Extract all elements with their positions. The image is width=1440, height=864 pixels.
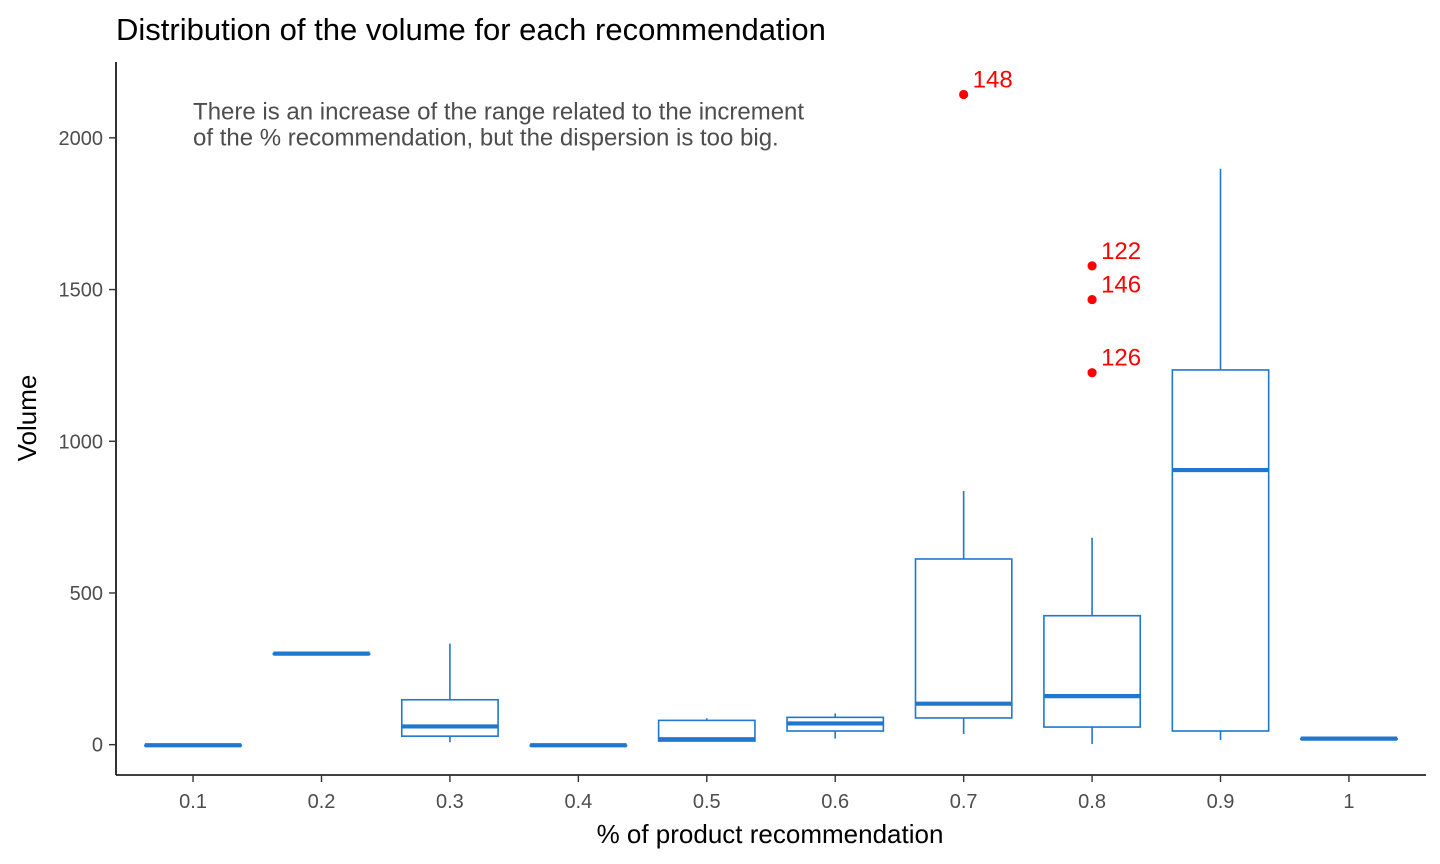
x-axis-ticks: 0.1 0.2 0.3 0.4 0.5 0.6 0.7 0.8 0.9 1	[179, 775, 1355, 813]
y-tick-label: 500	[70, 583, 103, 605]
chart-title: Distribution of the volume for each reco…	[116, 12, 826, 47]
box-0.2	[272, 651, 371, 656]
outlier-label: 146	[1101, 272, 1141, 299]
x-tick-label: 1	[1343, 791, 1354, 813]
outlier-point	[1087, 294, 1097, 305]
annotation-line: There is an increase of the range relate…	[193, 99, 804, 126]
outlier-label: 122	[1101, 238, 1141, 265]
outlier-label: 126	[1101, 345, 1141, 372]
box-iqr	[1171, 369, 1270, 732]
box-0.3	[400, 643, 499, 743]
y-tick-label: 0	[92, 735, 103, 757]
y-axis-title: Volume	[12, 375, 42, 462]
x-tick-label: 0.9	[1207, 791, 1235, 813]
x-tick-label: 0.4	[564, 791, 592, 813]
box-0.1	[144, 743, 243, 748]
outlier-label: 148	[973, 66, 1013, 93]
y-axis-ticks: 0 500 1000 1500 2000	[59, 128, 116, 757]
x-tick-label: 0.1	[179, 791, 207, 813]
box-0.4	[529, 743, 628, 748]
box-0.6	[786, 713, 885, 739]
box-iqr	[914, 558, 1013, 719]
box-1	[1299, 736, 1398, 741]
outlier-point	[1087, 368, 1097, 378]
x-tick-label: 0.6	[821, 791, 849, 813]
x-tick-label: 0.8	[1078, 791, 1106, 813]
annotation: There is an increase of the range relate…	[193, 99, 804, 152]
x-tick-label: 0.2	[308, 791, 336, 813]
x-axis-title: % of product recommendation	[597, 819, 944, 849]
outlier-point	[1087, 261, 1097, 271]
x-tick-label: 0.5	[693, 791, 721, 813]
annotation-line: of the % recommendation, but the dispers…	[193, 125, 779, 152]
plot-area: 148 122 146 126	[144, 66, 1398, 748]
y-tick-label: 2000	[59, 128, 104, 150]
box-0.8	[1043, 537, 1142, 745]
box-iqr	[400, 698, 499, 737]
y-tick-label: 1000	[59, 431, 104, 453]
box-0.7	[914, 491, 1013, 735]
box-0.9	[1171, 168, 1270, 741]
x-tick-label: 0.7	[950, 791, 978, 813]
outlier-point	[959, 89, 969, 100]
y-tick-label: 1500	[59, 280, 104, 302]
box-iqr	[1043, 614, 1142, 728]
x-tick-label: 0.3	[436, 791, 464, 813]
box-0.5	[657, 718, 756, 742]
